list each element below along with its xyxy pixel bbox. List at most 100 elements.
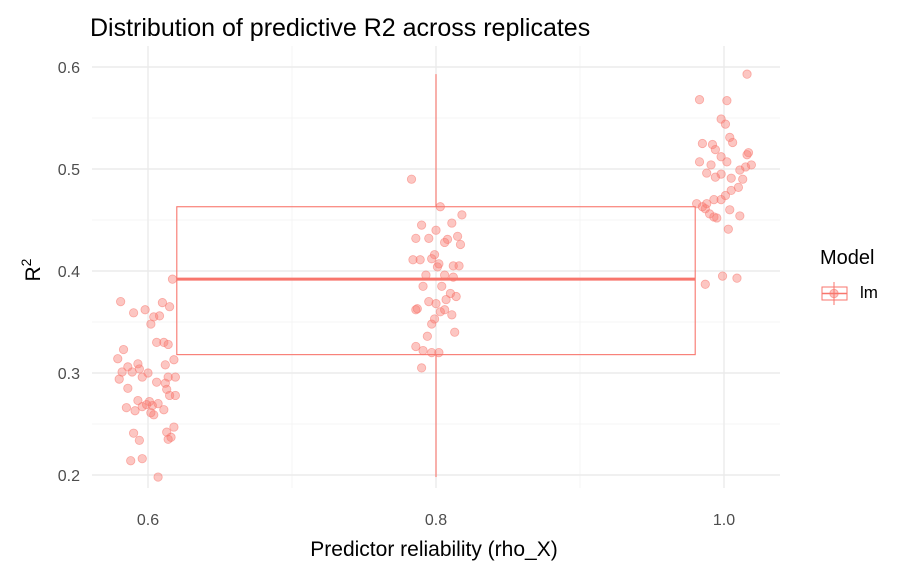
data-point [113, 354, 123, 364]
data-point [427, 319, 437, 329]
data-point [746, 160, 756, 170]
data-point [422, 331, 432, 341]
data-point [133, 359, 143, 369]
data-point [692, 199, 702, 209]
data-point [159, 405, 169, 415]
data-point [710, 145, 720, 155]
data-point [160, 360, 170, 370]
data-point [169, 355, 179, 365]
data-point [159, 337, 169, 347]
data-point [728, 137, 738, 148]
legend-label-lm: lm [860, 283, 878, 302]
data-point [116, 296, 126, 307]
data-point [447, 218, 457, 228]
data-point [424, 296, 434, 307]
data-point [722, 157, 732, 167]
data-point [411, 305, 421, 315]
data-point [123, 383, 133, 393]
data-point [154, 311, 165, 321]
data-point [146, 319, 156, 329]
data-point [416, 220, 427, 230]
data-point [742, 69, 752, 79]
data-point [170, 390, 180, 401]
data-point [424, 233, 434, 243]
x-axis-ticks: 0.6 0.8 1.0 [137, 512, 735, 529]
data-point [169, 422, 179, 432]
data-point [415, 255, 425, 265]
data-point [434, 347, 444, 358]
data-point [418, 345, 428, 356]
data-point [129, 428, 139, 438]
data-point [121, 403, 132, 413]
data-point [114, 374, 124, 384]
data-point [431, 299, 441, 309]
data-point [134, 435, 144, 445]
data-point [440, 305, 450, 315]
data-point [152, 337, 162, 347]
data-point [137, 454, 147, 464]
data-point [429, 314, 440, 324]
y-axis-title-superscript: 2 [18, 258, 34, 266]
x-axis-title: Predictor reliability (rho_X) [310, 538, 557, 561]
data-point [709, 195, 719, 205]
data-point [411, 233, 421, 243]
data-point [440, 270, 450, 280]
data-point [440, 237, 450, 248]
data-point [441, 294, 451, 305]
data-point [723, 224, 733, 234]
data-point [742, 150, 752, 160]
x-tick-label: 0.8 [425, 512, 447, 529]
data-point [129, 308, 139, 318]
data-point [732, 273, 742, 283]
data-point [450, 327, 460, 337]
legend-title: Model [820, 247, 874, 269]
x-tick-label: 0.6 [137, 512, 159, 529]
data-point [435, 307, 445, 317]
data-points [113, 69, 756, 482]
data-point [163, 339, 173, 350]
data-point [427, 254, 437, 264]
data-point [153, 472, 163, 482]
data-point [706, 160, 716, 170]
data-point [437, 281, 447, 291]
data-point [137, 402, 147, 412]
data-point [152, 377, 162, 387]
data-point [435, 202, 445, 212]
data-point [451, 291, 461, 302]
data-point [710, 172, 720, 182]
data-point [694, 157, 705, 167]
data-point [454, 261, 464, 271]
data-point [452, 231, 463, 241]
y-tick-label: 0.4 [58, 264, 80, 281]
data-point [702, 168, 712, 178]
data-point [427, 347, 437, 358]
data-point [421, 270, 431, 280]
y-axis-title-main: R [22, 266, 45, 281]
data-point [411, 341, 421, 352]
data-point [725, 132, 735, 142]
data-point [716, 152, 726, 162]
data-point [157, 298, 167, 308]
data-point [153, 398, 163, 409]
y-axis-title: R2 [18, 258, 45, 281]
data-point [720, 119, 731, 129]
data-point [697, 138, 708, 149]
data-point [735, 165, 745, 175]
y-tick-label: 0.5 [58, 162, 80, 179]
data-point [170, 372, 180, 382]
data-point [717, 271, 728, 281]
data-point [406, 174, 417, 184]
data-point [712, 213, 722, 223]
data-point [716, 169, 726, 179]
data-point [147, 401, 157, 411]
data-point [149, 410, 159, 420]
data-point [418, 281, 428, 291]
data-point [130, 406, 140, 416]
legend-key-lm [821, 282, 848, 305]
data-point [740, 162, 751, 172]
y-tick-label: 0.6 [58, 60, 80, 77]
legend-key-point [829, 288, 839, 299]
data-point [726, 173, 736, 183]
data-point [134, 364, 144, 374]
data-point [694, 95, 705, 105]
